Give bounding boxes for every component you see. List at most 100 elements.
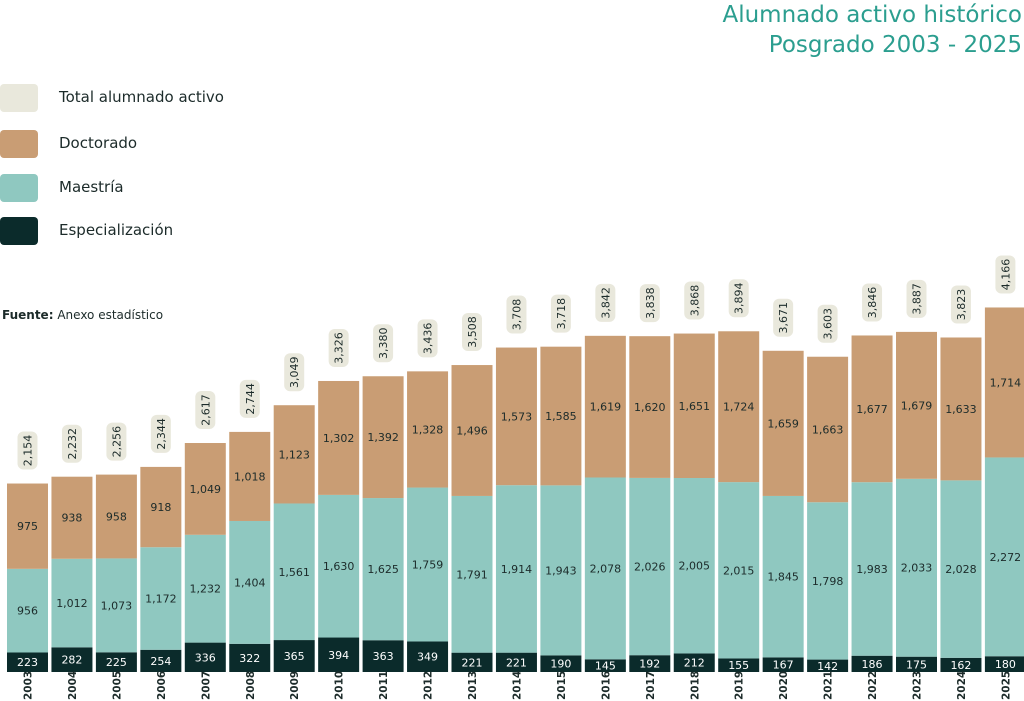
total-value-2011: 3,380 <box>377 328 390 360</box>
total-value-2007: 2,617 <box>199 394 212 426</box>
data-label-doctorado-2013: 1,496 <box>456 425 488 438</box>
bar-doctorado-2019 <box>718 331 760 483</box>
data-label-maestria-2024: 2,028 <box>945 563 977 576</box>
data-label-especializacion-2008: 322 <box>239 652 260 665</box>
total-label-2025: 4,166 <box>995 255 1016 294</box>
bar-especializacion-2018 <box>673 653 715 672</box>
legend-label-maestria: Maestría <box>59 178 124 196</box>
bar-especializacion-2005 <box>95 652 137 672</box>
total-pill-2018 <box>684 281 705 320</box>
bar-doctorado-2009 <box>273 405 315 504</box>
data-label-doctorado-2007: 1,049 <box>190 483 222 496</box>
bar-doctorado-2013 <box>451 365 493 496</box>
data-label-doctorado-2008: 1,018 <box>234 470 266 483</box>
data-label-especializacion-2014: 221 <box>506 656 527 669</box>
x-tick-label-2023: 2023 <box>912 671 924 700</box>
data-label-especializacion-2018: 212 <box>684 657 705 670</box>
total-value-2003: 2,154 <box>22 435 35 467</box>
bar-doctorado-2021 <box>807 356 849 503</box>
bar-maestria-2023 <box>896 478 937 657</box>
bar-maestria-2017 <box>629 477 671 656</box>
chart-title: Alumnado activo histórico Posgrado 2003 … <box>722 0 1022 60</box>
total-value-2023: 3,887 <box>911 283 924 315</box>
legend-label-especializacion: Especialización <box>59 221 174 239</box>
data-label-doctorado-2006: 918 <box>150 501 171 514</box>
bar-maestria-2009 <box>273 503 315 641</box>
x-tick-label-2012: 2012 <box>423 671 435 700</box>
x-tick-label-2007: 2007 <box>200 671 212 700</box>
data-label-doctorado-2011: 1,392 <box>367 431 399 444</box>
legend-label-doctorado: Doctorado <box>59 134 138 152</box>
total-label-2014: 3,708 <box>506 295 527 334</box>
data-label-especializacion-2004: 282 <box>61 654 82 667</box>
data-label-maestria-2023: 2,033 <box>901 562 933 575</box>
bar-maestria-2022 <box>851 482 893 656</box>
bar-especializacion-2021 <box>807 659 849 672</box>
total-pill-2021 <box>817 304 838 343</box>
bar-doctorado-2011 <box>362 376 404 499</box>
bar-especializacion-2016 <box>584 659 626 672</box>
bar-maestria-2006 <box>140 547 182 650</box>
total-pill-2004 <box>61 424 82 463</box>
data-label-maestria-2013: 1,791 <box>456 568 488 581</box>
bar-especializacion-2004 <box>51 647 93 672</box>
total-label-2010: 3,326 <box>328 328 349 367</box>
x-tick-label-2010: 2010 <box>334 671 346 700</box>
total-label-2003: 2,154 <box>17 431 38 470</box>
total-value-2009: 3,049 <box>288 356 301 388</box>
total-value-2008: 2,744 <box>244 383 257 415</box>
total-pill-2017 <box>639 284 660 323</box>
data-label-maestria-2017: 2,026 <box>634 561 666 574</box>
bar-maestria-2024 <box>940 480 982 658</box>
total-pill-2024 <box>950 285 971 324</box>
bar-especializacion-2019 <box>718 658 760 672</box>
data-label-especializacion-2017: 192 <box>639 658 660 671</box>
x-tick-label-2020: 2020 <box>778 671 790 700</box>
x-tick-label-2013: 2013 <box>467 671 479 700</box>
bar-maestria-2021 <box>807 502 849 660</box>
bar-doctorado-2010 <box>318 380 360 495</box>
bar-especializacion-2023 <box>896 656 937 672</box>
data-label-doctorado-2010: 1,302 <box>323 432 355 445</box>
total-pill-2005 <box>106 422 127 461</box>
data-label-especializacion-2023: 175 <box>906 658 927 671</box>
chart-title-line1: Alumnado activo histórico <box>722 2 1022 28</box>
data-label-especializacion-2024: 162 <box>950 659 971 672</box>
data-label-especializacion-2013: 221 <box>462 656 483 669</box>
bar-especializacion-2011 <box>362 640 404 672</box>
source-text: Anexo estadístico <box>57 308 164 322</box>
data-label-especializacion-2012: 349 <box>417 651 438 664</box>
total-pill-2023 <box>906 279 927 318</box>
total-value-2020: 3,671 <box>777 302 790 334</box>
bar-doctorado-2025 <box>984 307 1024 458</box>
data-label-maestria-2007: 1,232 <box>190 583 222 596</box>
legend-item-especializacion: Especialización <box>0 217 260 245</box>
data-label-maestria-2003: 956 <box>17 605 38 618</box>
total-value-2017: 3,838 <box>644 287 657 319</box>
bar-doctorado-2015 <box>540 346 582 486</box>
total-value-2014: 3,708 <box>510 299 523 331</box>
x-tick-label-2005: 2005 <box>111 671 123 700</box>
bar-maestria-2005 <box>95 558 137 653</box>
bar-doctorado-2006 <box>140 466 182 548</box>
bar-maestria-2011 <box>362 498 404 641</box>
data-label-doctorado-2004: 938 <box>61 512 82 525</box>
x-tick-label-2011: 2011 <box>378 671 390 700</box>
total-value-2015: 3,718 <box>555 298 568 330</box>
total-label-2017: 3,838 <box>639 284 660 323</box>
total-label-2005: 2,256 <box>106 422 127 461</box>
x-tick-label-2008: 2008 <box>245 671 257 700</box>
data-label-doctorado-2009: 1,123 <box>278 448 310 461</box>
data-label-doctorado-2012: 1,328 <box>412 423 444 436</box>
data-label-especializacion-2003: 223 <box>17 656 38 669</box>
x-tick-label-2015: 2015 <box>556 671 568 700</box>
bar-doctorado-2020 <box>762 350 804 496</box>
bar-doctorado-2022 <box>851 335 893 483</box>
total-value-2025: 4,166 <box>999 259 1012 291</box>
source-note: Fuente: Anexo estadístico <box>2 308 163 322</box>
data-label-especializacion-2006: 254 <box>150 655 171 668</box>
bar-maestria-2003 <box>7 568 48 653</box>
total-pill-2007 <box>195 391 216 430</box>
bar-especializacion-2006 <box>140 649 182 672</box>
x-tick-label-2014: 2014 <box>511 671 523 700</box>
